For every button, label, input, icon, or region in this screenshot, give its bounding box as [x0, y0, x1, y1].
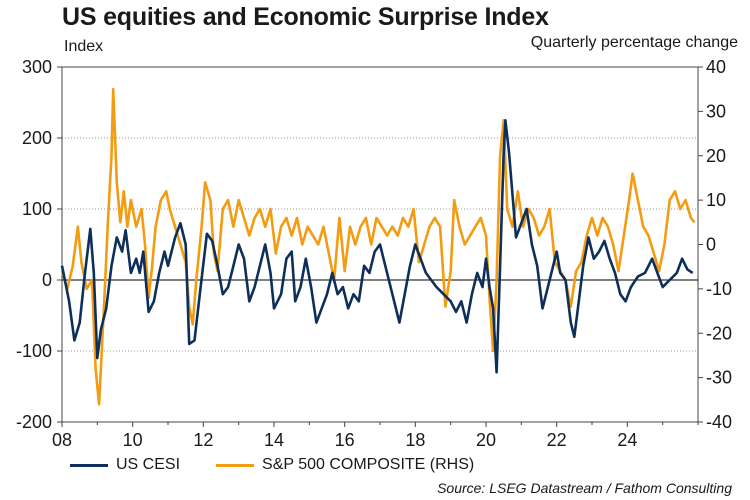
left-tick-label--200: -200 — [16, 412, 52, 432]
right-tick-label--30: -30 — [706, 368, 732, 388]
legend-label-cesi: US CESI — [116, 456, 181, 473]
legend-item-cesi: US CESI — [70, 456, 180, 474]
source-note: Source: LSEG Datastream / Fathom Consult… — [437, 480, 732, 496]
left-tick-label-0: 0 — [42, 270, 52, 290]
x-tick-label-2014: 14 — [264, 430, 284, 450]
left-tick-label-200: 200 — [22, 128, 52, 148]
x-tick-label-2022: 22 — [547, 430, 567, 450]
right-tick-label-40: 40 — [706, 57, 726, 77]
left-tick-label-300: 300 — [22, 57, 52, 77]
right-tick-label-10: 10 — [706, 190, 726, 210]
x-tick-label-2024: 24 — [617, 430, 637, 450]
series-line-sp500 — [60, 87, 696, 406]
series-line-us-cesi — [60, 119, 694, 374]
legend-label-sp500: S&P 500 COMPOSITE (RHS) — [262, 456, 475, 473]
legend-swatch-cesi — [70, 463, 108, 467]
right-tick-label-0: 0 — [706, 235, 716, 255]
left-tick-label-100: 100 — [22, 199, 52, 219]
left-tick-label--100: -100 — [16, 341, 52, 361]
legend-swatch-sp500 — [216, 463, 255, 467]
x-tick-label-2010: 10 — [123, 430, 143, 450]
left-axis-label: Index — [64, 38, 104, 55]
right-tick-label--20: -20 — [706, 323, 732, 343]
x-tick-label-2008: 08 — [52, 430, 72, 450]
chart-title: US equities and Economic Surprise Index — [62, 3, 549, 31]
legend-item-sp500: S&P 500 COMPOSITE (RHS) — [216, 456, 474, 474]
right-axis-label: Quarterly percentage change — [530, 34, 738, 51]
right-tick-label--10: -10 — [706, 279, 732, 299]
legend: US CESI S&P 500 COMPOSITE (RHS) — [70, 456, 510, 474]
right-tick-label-30: 30 — [706, 101, 726, 121]
right-tick-label-20: 20 — [706, 146, 726, 166]
x-tick-label-2012: 12 — [193, 430, 213, 450]
x-tick-label-2018: 18 — [405, 430, 425, 450]
right-tick-label--40: -40 — [706, 412, 732, 432]
x-tick-label-2020: 20 — [476, 430, 496, 450]
x-tick-label-2016: 16 — [335, 430, 355, 450]
